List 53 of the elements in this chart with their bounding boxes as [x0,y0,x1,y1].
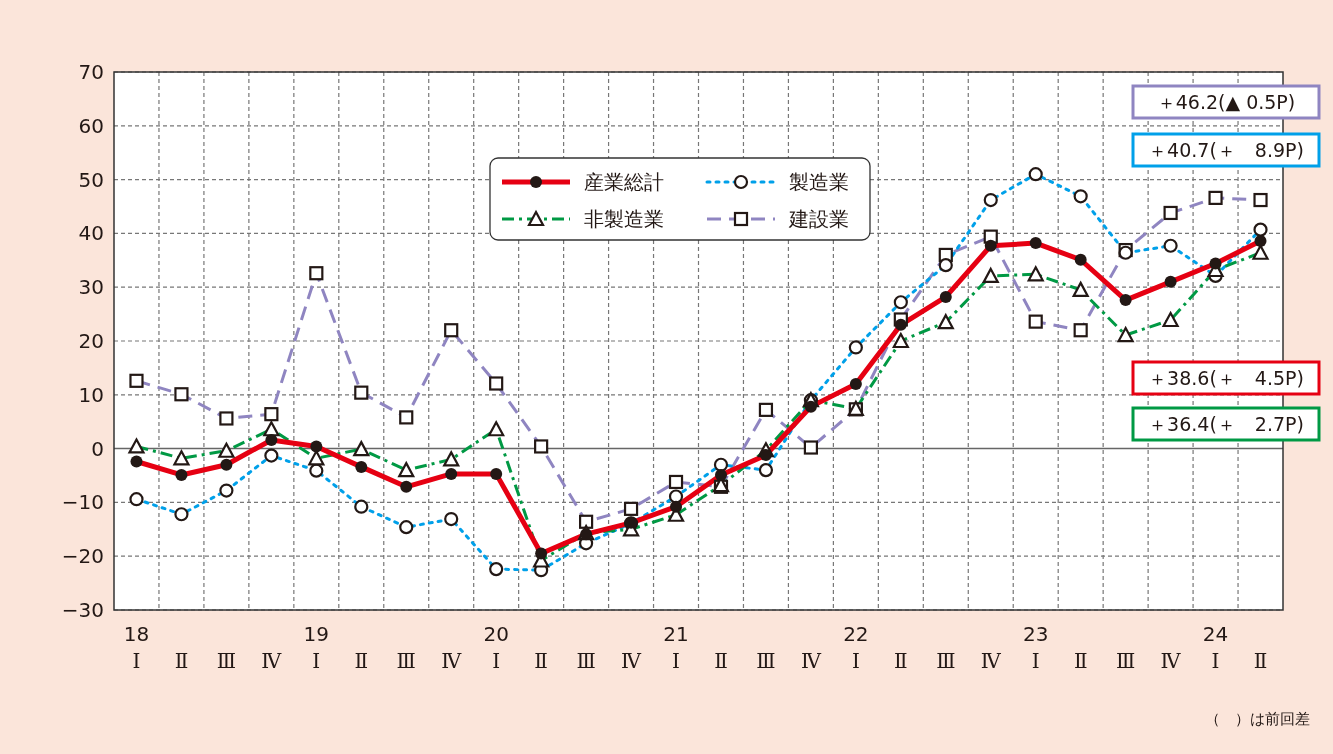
text: （ ）は前回差 [1205,710,1310,728]
y-tick-label: 0 [91,436,104,461]
text: 23 [1022,622,1049,646]
text: 20 [483,622,509,646]
annotation: ＋38.6(＋ 4.5P) [1148,367,1304,389]
text: 22 [843,622,869,646]
text: 24 [1202,622,1229,646]
x-tick-label: Ⅳ [1160,649,1182,673]
x-tick-label: Ⅳ [441,649,463,673]
x-tick-label: Ⅰ [492,649,501,673]
x-tick-label: Ⅱ [174,649,189,673]
x-tick-label: Ⅳ [261,649,283,673]
y-tick-label: 20 [78,329,104,353]
x-tick-label: Ⅳ [980,649,1002,673]
annotation: ＋40.7(＋ 8.9P) [1148,139,1304,161]
text: 19 [303,622,330,646]
x-tick-label: Ⅲ [1115,649,1136,673]
y-tick-label: −30 [61,598,104,622]
x-tick-label: Ⅰ [1031,649,1040,673]
x-tick-label: Ⅳ [621,649,643,673]
legend-label: 建設業 [788,207,849,231]
y-tick-label: 10 [78,382,104,407]
legend-label: 産業総計 [584,170,664,194]
x-tick-label: Ⅱ [894,649,908,673]
y-tick-label: 60 [78,113,104,138]
y-tick-label: 40 [78,221,104,246]
x-tick-label: Ⅰ [851,649,860,673]
x-tick-label: Ⅰ [312,649,321,673]
text: 21 [663,622,689,646]
y-tick-label: 50 [78,167,104,192]
x-tick-label: Ⅲ [396,649,416,673]
x-tick-label: Ⅱ [354,649,369,673]
y-tick-label: 30 [78,275,104,300]
x-tick-label: Ⅰ [672,649,680,673]
legend-label: 製造業 [789,170,849,194]
y-tick-label: 70 [78,60,104,84]
y-tick-label: −10 [61,490,104,515]
x-tick-label: Ⅱ [534,649,548,673]
x-tick-label: Ⅰ [132,649,141,673]
x-tick-label: Ⅳ [800,649,822,673]
text: 18 [123,622,150,646]
x-tick-label: Ⅱ [1073,649,1088,673]
annotation: ＋36.4(＋ 2.7P) [1148,413,1304,435]
legend-label: 非製造業 [584,207,664,231]
x-tick-label: Ⅲ [216,649,237,673]
x-tick-label: Ⅰ [1211,649,1220,673]
y-tick-label: −20 [61,544,104,569]
annotation: ＋46.2(▲ 0.5P) [1156,91,1296,113]
x-tick-label: Ⅲ [936,649,956,673]
x-tick-label: Ⅲ [756,649,776,673]
x-tick-label: Ⅱ [1253,649,1268,673]
x-tick-label: Ⅲ [576,649,596,673]
x-tick-label: Ⅱ [714,649,728,673]
